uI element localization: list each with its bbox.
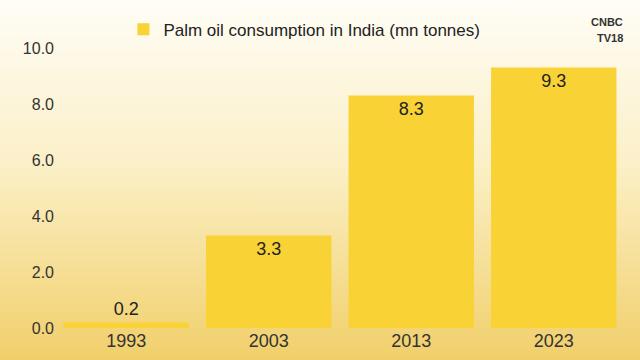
svg-text:2.0: 2.0 xyxy=(32,264,54,281)
svg-text:2003: 2003 xyxy=(249,331,289,351)
svg-text:CNBC: CNBC xyxy=(591,16,623,28)
svg-text:9.3: 9.3 xyxy=(541,71,566,91)
svg-text:0.0: 0.0 xyxy=(32,320,54,337)
svg-text:6.0: 6.0 xyxy=(32,152,54,169)
svg-text:2013: 2013 xyxy=(391,331,431,351)
svg-text:1993: 1993 xyxy=(106,331,146,351)
svg-text:3.3: 3.3 xyxy=(256,239,281,259)
svg-text:2023: 2023 xyxy=(534,331,574,351)
svg-text:0.2: 0.2 xyxy=(114,299,139,319)
svg-text:10.0: 10.0 xyxy=(23,40,54,57)
svg-text:TV18: TV18 xyxy=(597,32,623,44)
svg-text:8.0: 8.0 xyxy=(32,96,54,113)
svg-text:Palm oil consumption in India: Palm oil consumption in India (mn tonnes… xyxy=(163,21,480,40)
svg-text:4.0: 4.0 xyxy=(32,208,54,225)
svg-text:8.3: 8.3 xyxy=(399,99,424,119)
